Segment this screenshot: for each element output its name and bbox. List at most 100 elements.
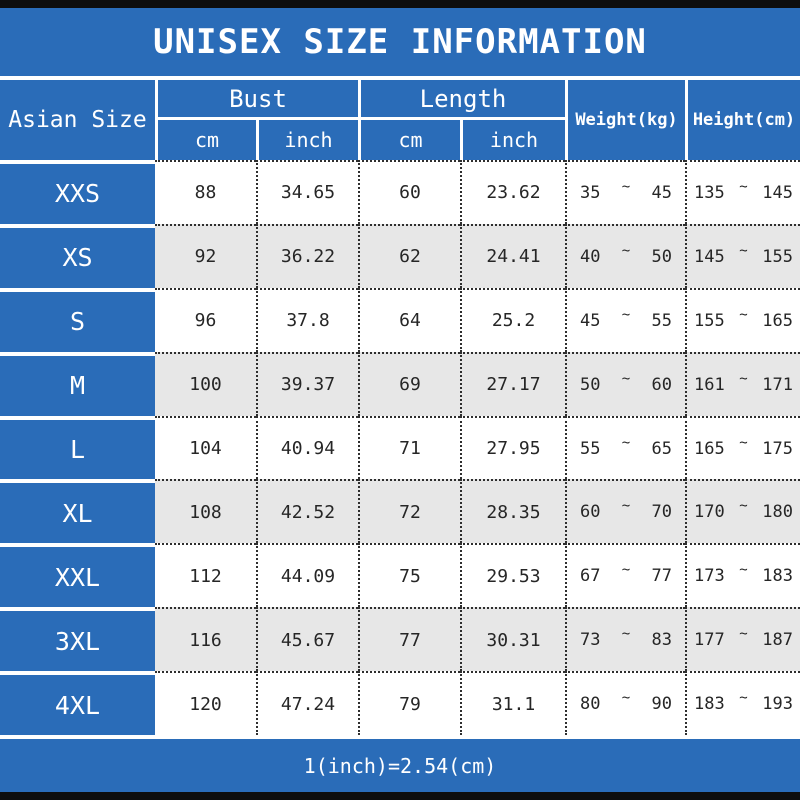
bust-inch-cell: 44.09 (256, 543, 358, 608)
tilde-separator: ~ (739, 434, 748, 451)
weight-max: 83 (651, 630, 672, 651)
bust-inch-cell: 34.65 (256, 160, 358, 224)
tilde-separator: ~ (621, 562, 631, 579)
bust-inch-cell: 36.22 (256, 223, 358, 288)
tilde-separator: ~ (621, 434, 631, 451)
height-max: 155 (762, 246, 793, 267)
size-label-cell: L (0, 415, 155, 480)
height-min: 145 (694, 246, 725, 267)
tilde-separator: ~ (621, 626, 631, 643)
height-max: 193 (762, 694, 793, 715)
weight-range-cell: 40 ~ 50 (565, 223, 685, 288)
size-label-cell: XXL (0, 543, 155, 608)
tilde-separator: ~ (621, 178, 631, 195)
bust-cm-cell: 108 (155, 479, 256, 544)
height-range-cell: 183 ~ 193 (685, 671, 800, 736)
weight-min: 67 (580, 566, 601, 587)
bust-cm-cell: 92 (155, 223, 256, 288)
header-height-cm: Height(cm) (685, 80, 800, 160)
length-cm-cell: 64 (358, 287, 460, 352)
weight-min: 73 (580, 630, 601, 651)
height-min: 161 (694, 374, 725, 395)
tilde-separator: ~ (739, 498, 748, 515)
table-row: L 104 40.94 71 27.95 55 ~ 65 165 ~ 175 (0, 415, 800, 480)
bust-cm-cell: 88 (155, 160, 256, 224)
height-max: 171 (762, 374, 793, 395)
weight-min: 50 (580, 374, 601, 395)
weight-range-cell: 73 ~ 83 (565, 607, 685, 672)
height-max: 180 (762, 502, 793, 523)
tilde-separator: ~ (739, 306, 748, 323)
weight-min: 60 (580, 502, 601, 523)
height-max: 145 (762, 182, 793, 203)
header-bust-inch: inch (256, 120, 358, 160)
size-label-cell: XL (0, 479, 155, 544)
size-label-cell: 3XL (0, 607, 155, 672)
page-title: UNISEX SIZE INFORMATION (0, 8, 800, 76)
bust-cm-cell: 116 (155, 607, 256, 672)
weight-range-cell: 55 ~ 65 (565, 415, 685, 480)
height-max: 183 (762, 566, 793, 587)
height-max: 175 (762, 438, 793, 459)
weight-max: 55 (651, 310, 672, 331)
conversion-note: 1(inch)=2.54(cm) (0, 739, 800, 792)
size-label-cell: 4XL (0, 671, 155, 736)
height-max: 187 (762, 630, 793, 651)
length-inch-cell: 29.53 (460, 543, 565, 608)
tilde-separator: ~ (739, 178, 748, 195)
weight-range-cell: 45 ~ 55 (565, 287, 685, 352)
bust-inch-cell: 42.52 (256, 479, 358, 544)
weight-min: 80 (580, 694, 601, 715)
height-range-cell: 135 ~ 145 (685, 160, 800, 224)
header-length-cm: cm (358, 120, 460, 160)
height-min: 170 (694, 502, 725, 523)
title-divider (0, 76, 800, 80)
bust-inch-cell: 40.94 (256, 415, 358, 480)
length-cm-cell: 77 (358, 607, 460, 672)
size-label-cell: S (0, 287, 155, 352)
weight-max: 90 (651, 694, 672, 715)
length-inch-cell: 23.62 (460, 160, 565, 224)
length-cm-cell: 72 (358, 479, 460, 544)
bust-cm-cell: 96 (155, 287, 256, 352)
tilde-separator: ~ (739, 242, 748, 259)
table-row: XS 92 36.22 62 24.41 40 ~ 50 145 ~ 155 (0, 223, 800, 288)
top-border-bar (0, 0, 800, 8)
header-asian-size: Asian Size (8, 107, 147, 133)
table-row: XL 108 42.52 72 28.35 60 ~ 70 170 ~ 180 (0, 479, 800, 544)
weight-min: 55 (580, 438, 601, 459)
height-min: 177 (694, 630, 725, 651)
tilde-separator: ~ (621, 306, 631, 323)
height-range-cell: 173 ~ 183 (685, 543, 800, 608)
weight-max: 45 (651, 182, 672, 203)
height-min: 173 (694, 566, 725, 587)
tilde-separator: ~ (621, 242, 631, 259)
weight-max: 77 (651, 566, 672, 587)
weight-max: 70 (651, 502, 672, 523)
size-label-cell: M (0, 351, 155, 416)
table-row: XXL 112 44.09 75 29.53 67 ~ 77 173 ~ 183 (0, 543, 800, 608)
height-max: 165 (762, 310, 793, 331)
height-range-cell: 170 ~ 180 (685, 479, 800, 544)
bust-inch-cell: 45.67 (256, 607, 358, 672)
height-range-cell: 145 ~ 155 (685, 223, 800, 288)
tilde-separator: ~ (739, 690, 748, 707)
header-length: Length (358, 80, 565, 120)
tilde-separator: ~ (621, 498, 631, 515)
size-label-cell: XS (0, 223, 155, 288)
height-min: 155 (694, 310, 725, 331)
length-cm-cell: 79 (358, 671, 460, 736)
height-min: 165 (694, 438, 725, 459)
weight-max: 60 (651, 374, 672, 395)
height-range-cell: 155 ~ 165 (685, 287, 800, 352)
table-row: 3XL 116 45.67 77 30.31 73 ~ 83 177 ~ 187 (0, 607, 800, 672)
bust-cm-cell: 100 (155, 351, 256, 416)
weight-range-cell: 50 ~ 60 (565, 351, 685, 416)
tilde-separator: ~ (739, 562, 748, 579)
bust-inch-cell: 37.8 (256, 287, 358, 352)
table-row: S 96 37.8 64 25.2 45 ~ 55 155 ~ 165 (0, 287, 800, 352)
weight-range-cell: 60 ~ 70 (565, 479, 685, 544)
weight-range-cell: 67 ~ 77 (565, 543, 685, 608)
length-inch-cell: 28.35 (460, 479, 565, 544)
height-range-cell: 177 ~ 187 (685, 607, 800, 672)
